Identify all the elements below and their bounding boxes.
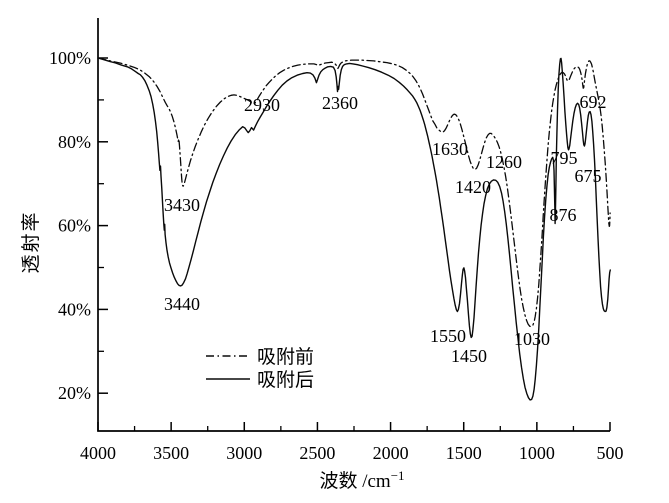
- x-axis-title-base: 波数 /cm: [319, 470, 390, 492]
- peak-label-3430: 3430: [164, 195, 200, 215]
- x-tick-label: 500: [597, 443, 624, 463]
- x-tick-label: 4000: [80, 443, 116, 463]
- peak-label-1260: 1260: [486, 152, 522, 172]
- peak-label-1030: 1030: [514, 329, 550, 349]
- y-tick-label: 60%: [58, 216, 91, 236]
- peak-label-3440: 3440: [164, 294, 200, 314]
- x-tick-label: 1000: [519, 443, 555, 463]
- x-tick-label: 2500: [299, 443, 335, 463]
- x-tick-label: 3500: [153, 443, 189, 463]
- x-axis-title: 波数 /cm−1: [319, 468, 404, 492]
- legend: 吸附前 吸附后: [206, 346, 314, 391]
- peak-label-876: 876: [550, 205, 577, 225]
- legend-label-after-adsorption: 吸附后: [257, 369, 314, 391]
- peak-label-1630: 1630: [432, 139, 468, 159]
- y-tick-label: 40%: [58, 299, 91, 319]
- y-axis-title: 透射率: [20, 210, 42, 273]
- peak-label-2360: 2360: [322, 93, 358, 113]
- x-tick-label: 3000: [226, 443, 262, 463]
- spectrum-curve-before-adsorption: [97, 57, 611, 328]
- peak-label-1420: 1420: [455, 177, 491, 197]
- peak-label-795: 795: [551, 148, 578, 168]
- peak-label-1450: 1450: [451, 346, 487, 366]
- generated-chart-layer: 4000 3500 3000 2500 2000 1500 1000 500 100% 80% 60…: [49, 48, 624, 463]
- peak-label-2930: 2930: [244, 95, 280, 115]
- peak-label-1550: 1550: [430, 326, 466, 346]
- x-tick-label: 2000: [373, 443, 409, 463]
- peak-label-675: 675: [575, 166, 602, 186]
- x-tick-label: 1500: [446, 443, 482, 463]
- legend-label-before-adsorption: 吸附前: [257, 346, 314, 368]
- y-tick-label: 80%: [58, 132, 91, 152]
- x-axis-title-superscript: −1: [391, 468, 405, 483]
- peak-label-692: 692: [580, 92, 607, 112]
- y-tick-label: 100%: [49, 48, 91, 68]
- axis-frame: [97, 18, 610, 432]
- spectrum-curve-after-adsorption: [97, 57, 611, 401]
- y-tick-label: 20%: [58, 383, 91, 403]
